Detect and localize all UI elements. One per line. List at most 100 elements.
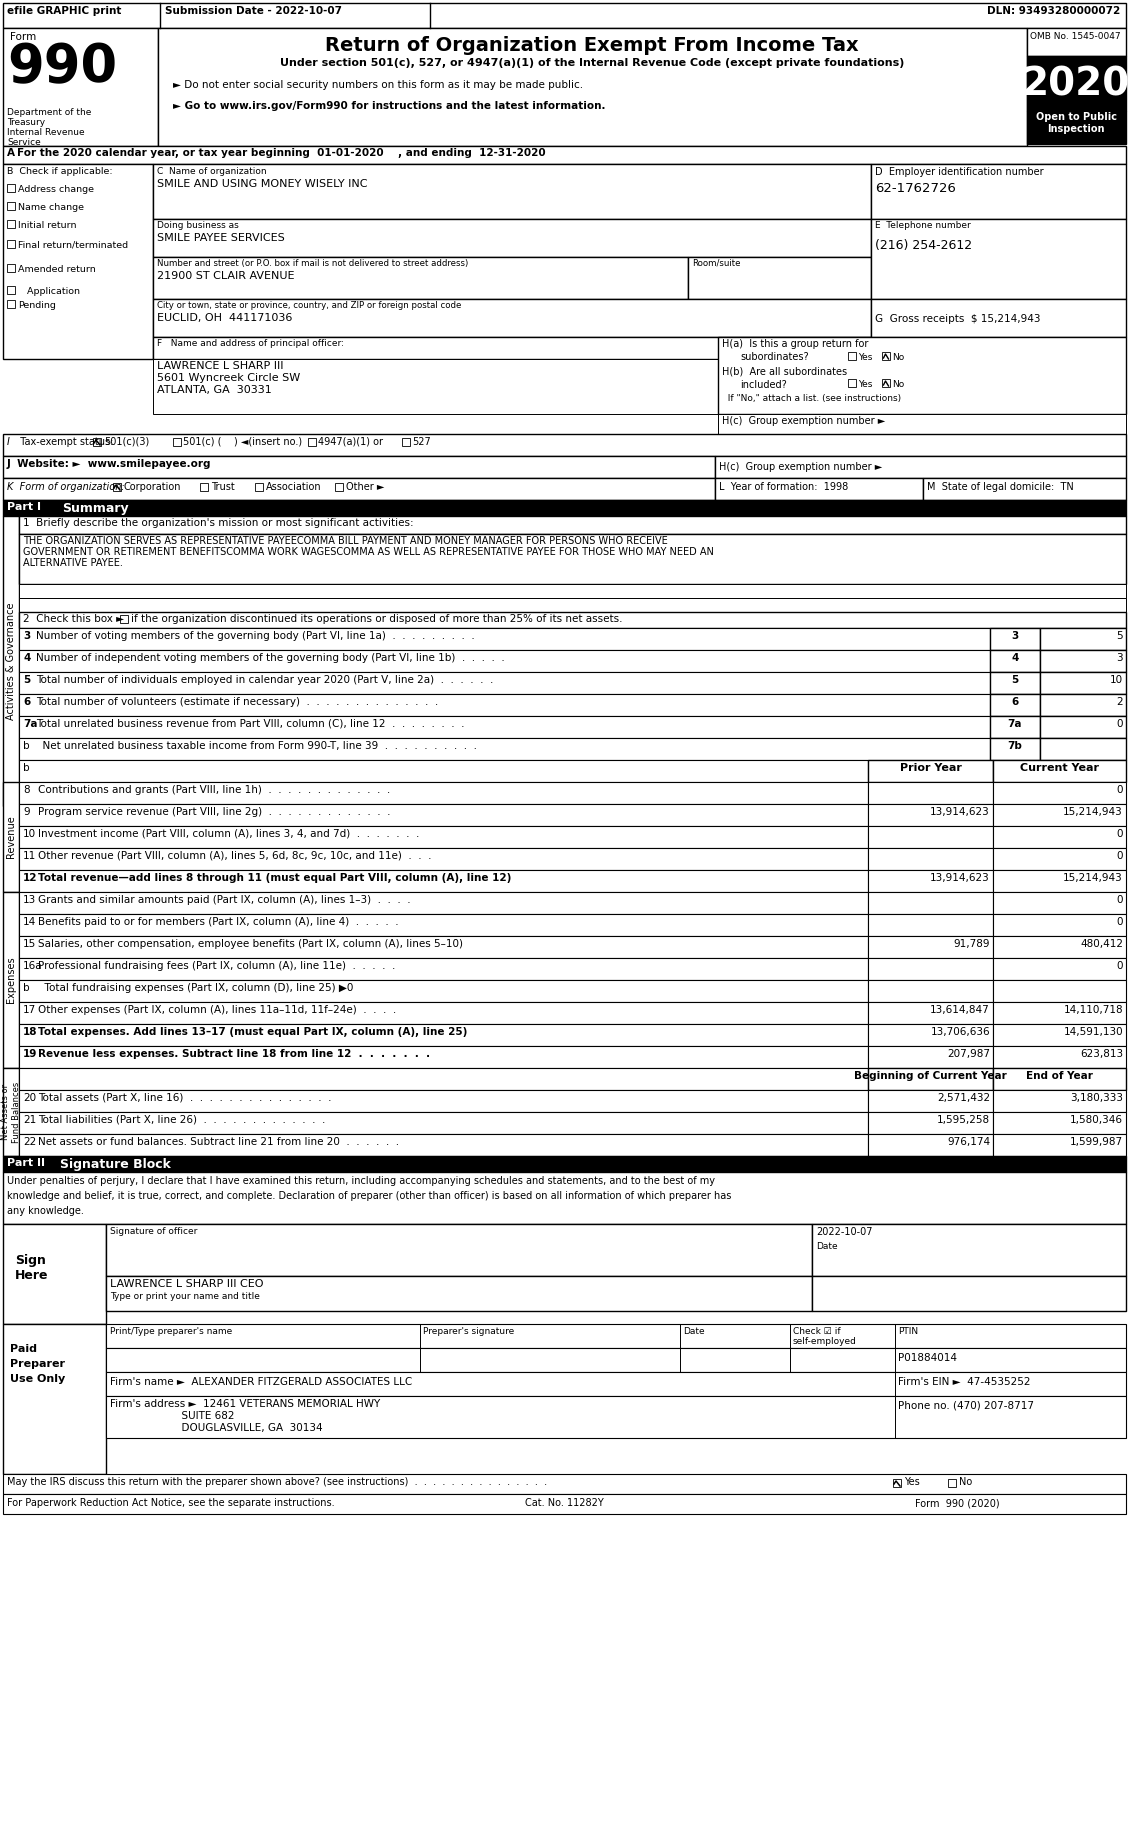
Bar <box>7 203 15 210</box>
Text: SMILE AND USING MONEY WISELY INC: SMILE AND USING MONEY WISELY INC <box>157 179 368 188</box>
Text: 1,599,987: 1,599,987 <box>1070 1138 1123 1147</box>
Bar <box>3 164 154 360</box>
Text: M  State of legal domicile:  TN: M State of legal domicile: TN <box>927 481 1074 492</box>
Text: Pending: Pending <box>18 301 55 310</box>
Text: LAWRENCE L SHARP III CEO: LAWRENCE L SHARP III CEO <box>110 1280 263 1289</box>
Text: K  Form of organization:: K Form of organization: <box>7 481 124 492</box>
Text: C  Name of organization: C Name of organization <box>157 168 266 175</box>
Bar <box>994 1112 1126 1134</box>
Bar <box>990 693 1040 715</box>
Bar <box>848 352 856 360</box>
Bar <box>3 146 1126 164</box>
Bar <box>113 483 121 491</box>
Bar <box>882 352 890 360</box>
Bar <box>1040 629 1126 649</box>
Bar <box>868 959 994 979</box>
Bar <box>19 782 868 804</box>
Bar <box>19 1068 868 1090</box>
Text: 4947(a)(1) or: 4947(a)(1) or <box>318 437 383 446</box>
Bar <box>990 671 1040 693</box>
Bar <box>19 915 868 937</box>
Text: (216) 254-2612: (216) 254-2612 <box>875 240 972 253</box>
Bar <box>994 760 1126 782</box>
Text: Other ►: Other ► <box>345 481 384 492</box>
Text: b: b <box>23 763 29 773</box>
Text: No: No <box>892 380 904 389</box>
Text: 501(c)(3): 501(c)(3) <box>104 437 149 446</box>
Bar <box>715 455 1126 478</box>
Text: 976,174: 976,174 <box>947 1138 990 1147</box>
Text: Benefits paid to or for members (Part IX, column (A), line 4)  .  .  .  .  .: Benefits paid to or for members (Part IX… <box>38 916 399 928</box>
Text: 3: 3 <box>1012 631 1018 642</box>
Bar <box>3 892 19 1068</box>
Text: 21900 ST CLAIR AVENUE: 21900 ST CLAIR AVENUE <box>157 271 295 280</box>
Bar <box>848 380 856 387</box>
Text: 10: 10 <box>23 830 36 839</box>
Bar <box>19 1046 868 1068</box>
Text: 4: 4 <box>23 653 30 664</box>
Text: 623,813: 623,813 <box>1079 1049 1123 1058</box>
Bar <box>3 433 1126 455</box>
Bar <box>1040 693 1126 715</box>
Bar <box>3 1324 106 1473</box>
Bar <box>19 1023 868 1046</box>
Bar <box>1040 671 1126 693</box>
Bar <box>120 616 128 623</box>
Bar <box>1040 715 1126 738</box>
Text: Service: Service <box>7 138 41 148</box>
Text: Signature Block: Signature Block <box>60 1158 170 1171</box>
Text: J  Website: ►  www.smilepayee.org: J Website: ► www.smilepayee.org <box>7 459 211 468</box>
Text: End of Year: End of Year <box>1026 1071 1093 1081</box>
Bar <box>994 915 1126 937</box>
Bar <box>893 1479 901 1486</box>
Text: If "No," attach a list. (see instructions): If "No," attach a list. (see instruction… <box>723 395 901 404</box>
Text: 4: 4 <box>1012 653 1018 664</box>
Text: Doing business as: Doing business as <box>157 221 238 230</box>
Bar <box>948 1479 956 1486</box>
Text: Expenses: Expenses <box>6 957 16 1003</box>
Text: Grants and similar amounts paid (Part IX, column (A), lines 1–3)  .  .  .  .: Grants and similar amounts paid (Part IX… <box>38 894 411 905</box>
Bar <box>3 1473 1126 1494</box>
Text: Net assets or fund balances. Subtract line 21 from line 20  .  .  .  .  .  .: Net assets or fund balances. Subtract li… <box>38 1138 400 1147</box>
Text: 527: 527 <box>412 437 431 446</box>
Bar <box>718 415 1126 433</box>
Text: ALTERNATIVE PAYEE.: ALTERNATIVE PAYEE. <box>23 559 123 568</box>
Text: Signature of officer: Signature of officer <box>110 1226 198 1235</box>
Text: 7a: 7a <box>1008 719 1022 728</box>
Bar <box>19 826 868 848</box>
Bar <box>335 483 343 491</box>
Text: No: No <box>959 1477 972 1486</box>
Text: 9: 9 <box>23 808 29 817</box>
Bar <box>715 478 924 500</box>
Text: 3: 3 <box>23 631 30 642</box>
Text: Other expenses (Part IX, column (A), lines 11a–11d, 11f–24e)  .  .  .  .: Other expenses (Part IX, column (A), lin… <box>38 1005 396 1014</box>
Text: 15: 15 <box>23 939 36 950</box>
Bar <box>154 164 870 219</box>
Bar <box>1040 649 1126 671</box>
Bar <box>868 1068 994 1090</box>
Bar <box>718 337 1126 415</box>
Text: P01884014: P01884014 <box>898 1353 957 1363</box>
Bar <box>255 483 263 491</box>
Text: 22: 22 <box>23 1138 36 1147</box>
Text: 0: 0 <box>1117 850 1123 861</box>
Text: 15,214,943: 15,214,943 <box>1064 872 1123 883</box>
Text: Return of Organization Exempt From Income Tax: Return of Organization Exempt From Incom… <box>325 37 859 55</box>
Text: Application: Application <box>18 288 80 297</box>
Text: Total expenses. Add lines 13–17 (must equal Part IX, column (A), line 25): Total expenses. Add lines 13–17 (must eq… <box>38 1027 467 1036</box>
Bar <box>154 299 870 337</box>
Text: Internal Revenue: Internal Revenue <box>7 127 85 136</box>
Text: Check ☑ if: Check ☑ if <box>793 1328 841 1337</box>
Bar <box>7 264 15 273</box>
Text: 5: 5 <box>1117 631 1123 642</box>
Bar <box>994 870 1126 892</box>
Bar <box>1040 738 1126 760</box>
Bar <box>154 360 870 415</box>
Text: Preparer: Preparer <box>10 1359 65 1368</box>
Bar <box>868 870 994 892</box>
Bar <box>868 1112 994 1134</box>
Text: 0: 0 <box>1117 916 1123 928</box>
Text: THE ORGANIZATION SERVES AS REPRESENTATIVE PAYEECOMMA BILL PAYMENT AND MONEY MANA: THE ORGANIZATION SERVES AS REPRESENTATIV… <box>23 537 667 546</box>
Bar <box>990 629 1040 649</box>
Bar <box>19 959 868 979</box>
